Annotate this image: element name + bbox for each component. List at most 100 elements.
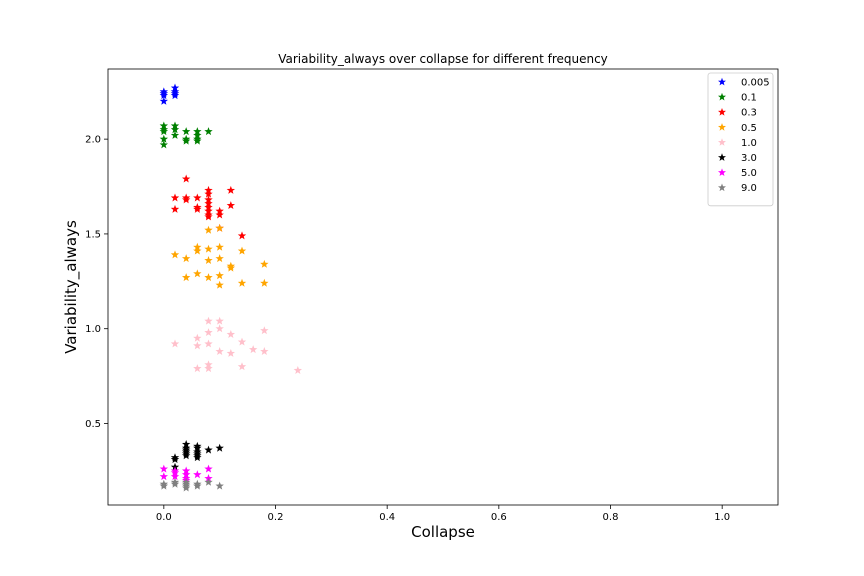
data-point: [237, 278, 247, 287]
data-point: [215, 242, 224, 251]
x-tick-label: 0.6: [491, 512, 507, 523]
data-point: [204, 339, 213, 348]
data-point: [193, 269, 202, 278]
data-point: [193, 136, 202, 145]
x-tick-label: 0.8: [603, 512, 619, 523]
plot-area-frame: [107, 68, 779, 506]
legend-label: 0.1: [741, 93, 757, 104]
data-point: [193, 453, 202, 462]
data-point: [204, 256, 213, 265]
y-axis-label: Variability_always: [62, 220, 81, 354]
legend-marker: [718, 138, 726, 146]
data-point: [204, 212, 213, 221]
data-point: [170, 130, 180, 139]
data-point: [226, 185, 236, 194]
x-axis: 0.0 0.2 0.4 0.6 0.8 1.0: [156, 505, 730, 523]
data-point: [204, 189, 213, 198]
data-point: [193, 481, 202, 490]
x-tick-label: 1.0: [714, 512, 730, 523]
data-point: [215, 443, 224, 452]
data-point: [159, 127, 169, 136]
data-point: [204, 225, 213, 234]
y-tick-label: 1.0: [85, 324, 101, 335]
data-point: [181, 127, 191, 136]
data-point: [215, 223, 224, 232]
x-tick-label: 0.0: [156, 512, 172, 523]
data-point: [170, 472, 180, 481]
data-point: [204, 464, 213, 473]
data-point: [215, 254, 224, 263]
data-point: [170, 250, 180, 259]
data-point: [170, 455, 180, 464]
x-tick-label: 0.2: [268, 512, 284, 523]
data-point: [193, 204, 202, 213]
data-point: [159, 464, 169, 473]
legend-label: 1.0: [741, 138, 757, 149]
legend: 0.005 0.1 0.3 0.5 1.0 3.0 5.0 9.0: [707, 72, 774, 207]
data-point: [215, 271, 224, 280]
data-point: [159, 472, 169, 481]
data-point: [204, 316, 213, 325]
data-point: [170, 339, 180, 348]
data-point: [293, 366, 303, 374]
data-point: [237, 337, 247, 346]
legend-label: 0.005: [741, 78, 770, 89]
legend-label: 9.0: [741, 183, 757, 194]
data-point: [215, 316, 224, 325]
data-point: [260, 278, 269, 287]
data-point: [215, 280, 224, 289]
data-point: [193, 364, 202, 373]
data-point: [170, 479, 180, 488]
data-point: [226, 348, 236, 357]
data-point: [260, 259, 269, 268]
data-point: [181, 174, 191, 183]
data-point: [204, 244, 213, 253]
data-points: [159, 83, 303, 492]
data-point: [226, 263, 236, 272]
data-point: [260, 326, 269, 335]
data-point: [159, 91, 169, 100]
data-point: [193, 193, 202, 202]
data-point: [159, 140, 169, 149]
data-point: [170, 125, 180, 134]
legend-marker: [718, 108, 726, 116]
data-point: [170, 204, 180, 213]
data-point: [193, 341, 202, 350]
data-point: [181, 483, 191, 492]
legend-marker: [718, 77, 726, 86]
data-point: [204, 364, 213, 373]
data-point: [193, 333, 202, 342]
data-point: [159, 481, 169, 490]
data-point: [215, 481, 224, 490]
data-point: [204, 445, 213, 454]
series-0-5: [170, 223, 269, 289]
legend-marker: [718, 153, 726, 161]
data-point: [204, 477, 213, 486]
x-tick-label: 0.4: [379, 512, 395, 523]
y-tick-label: 0.5: [85, 419, 101, 430]
data-point: [193, 470, 202, 479]
series-1-0: [170, 316, 303, 374]
legend-marker: [718, 183, 726, 192]
legend-label: 3.0: [741, 153, 757, 164]
data-point: [170, 193, 180, 202]
data-point: [159, 134, 169, 143]
data-point: [226, 329, 236, 338]
data-point: [159, 96, 169, 105]
x-axis-label: Collapse: [411, 523, 475, 541]
legend-label: 5.0: [741, 168, 757, 179]
series-0-1: [159, 121, 213, 149]
data-point: [204, 273, 213, 282]
data-point: [181, 136, 191, 145]
data-point: [237, 362, 247, 371]
series-9-0: [159, 477, 224, 492]
legend-marker: [718, 92, 726, 101]
data-point: [204, 328, 213, 337]
data-point: [248, 345, 258, 354]
data-point: [215, 324, 224, 333]
data-point: [237, 246, 247, 255]
data-point: [193, 246, 202, 255]
legend-marker: [718, 168, 726, 176]
